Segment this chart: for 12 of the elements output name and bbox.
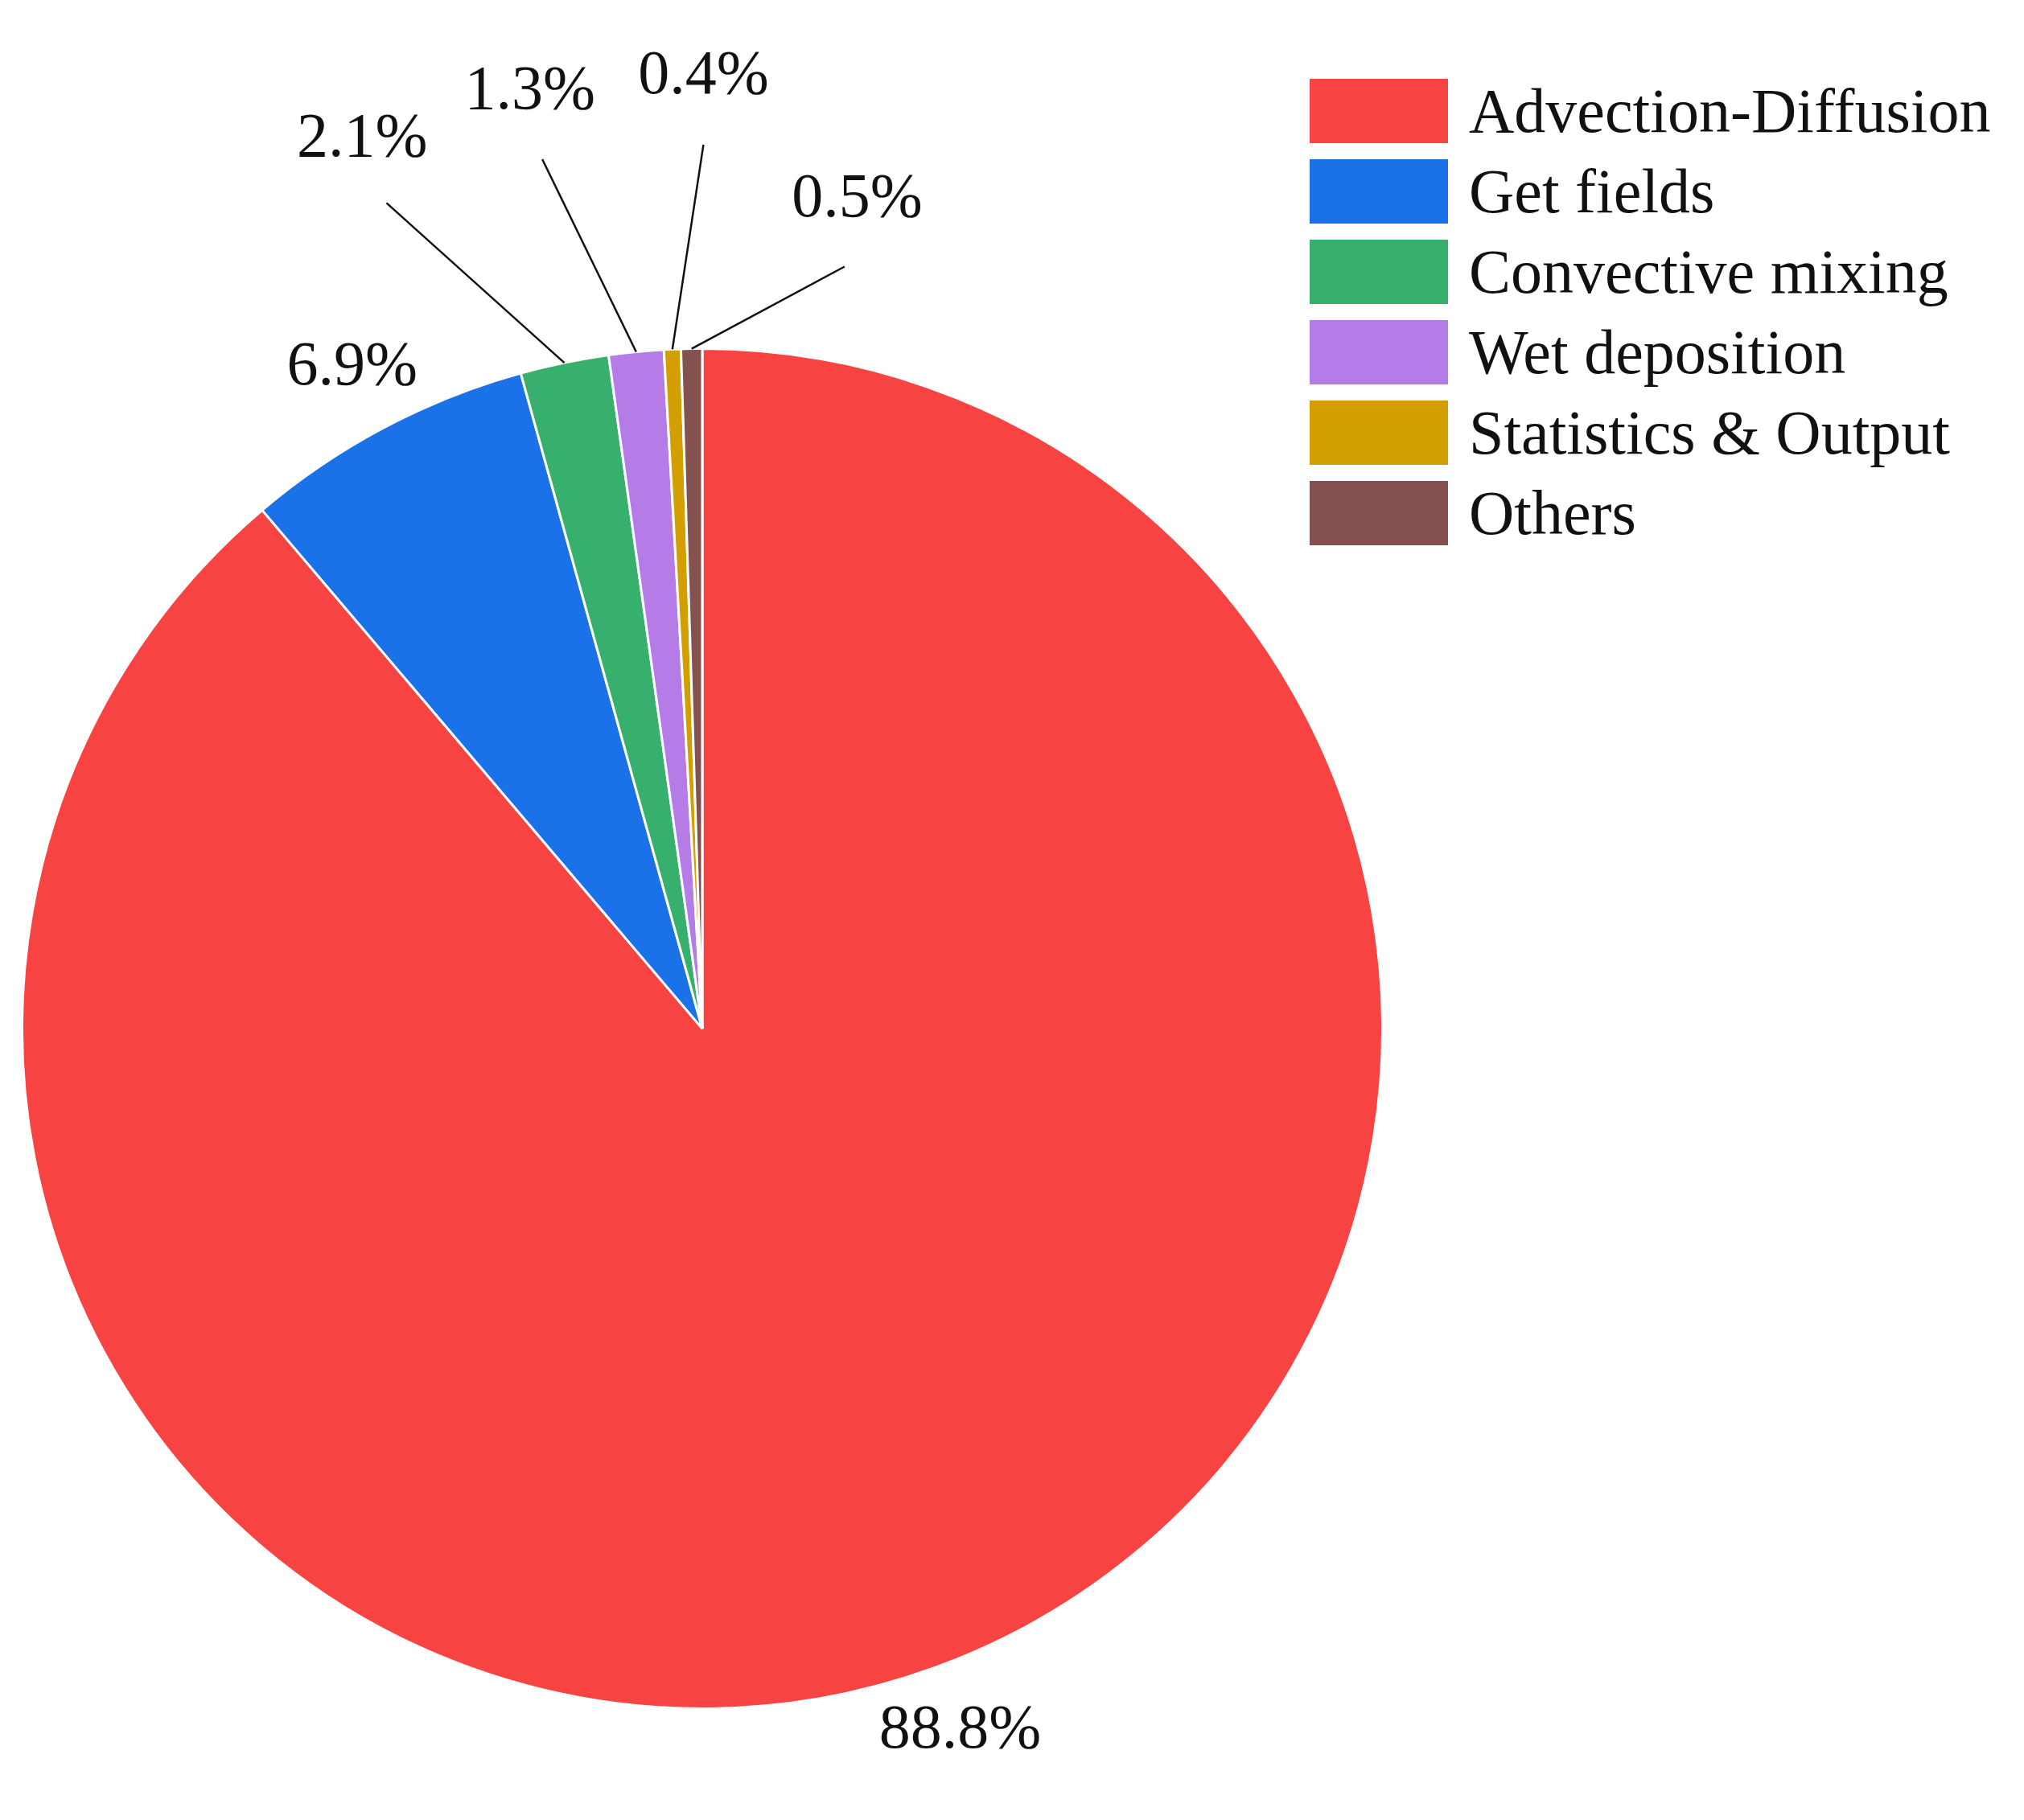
legend-label: Statistics & Output [1469, 396, 1951, 469]
legend-label: Get fields [1469, 155, 1715, 228]
legend-label: Convective mixing [1469, 236, 1948, 308]
data-label: 2.1% [297, 99, 428, 170]
legend-label: Others [1469, 477, 1636, 549]
data-label: 88.8% [878, 1691, 1042, 1761]
data-label: 1.3% [464, 52, 596, 123]
legend-label: Advection-Diffusion [1469, 75, 1991, 147]
legend-label: Wet deposition [1469, 316, 1846, 388]
data-label: 0.5% [792, 159, 923, 230]
data-label: 6.9% [286, 327, 418, 398]
data-label: 0.4% [638, 36, 769, 107]
